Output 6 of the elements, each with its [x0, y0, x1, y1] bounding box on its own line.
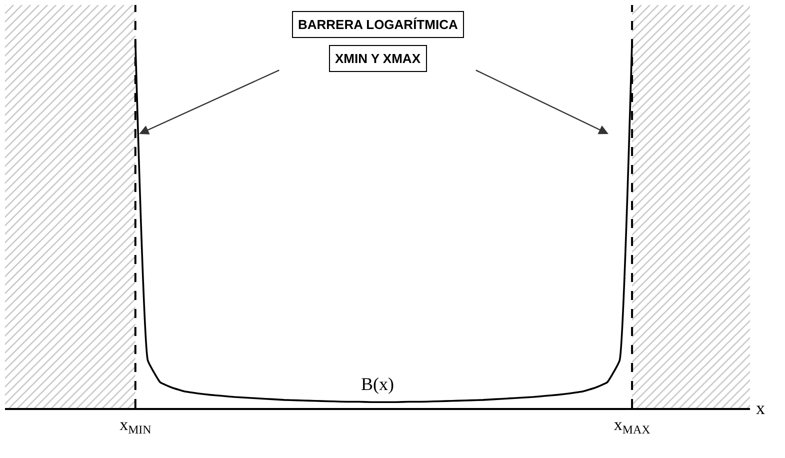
x-axis-title: x [756, 398, 765, 418]
x-tick-label: x$_{MIN}$ [120, 415, 152, 437]
annotation: XMIN Y XMAX [335, 51, 421, 66]
annotation: B(x) [361, 374, 394, 394]
text: BARRERA LOGARÍTMICA [298, 17, 458, 32]
x-tick-label: x$_{MAX}$ [614, 415, 651, 437]
